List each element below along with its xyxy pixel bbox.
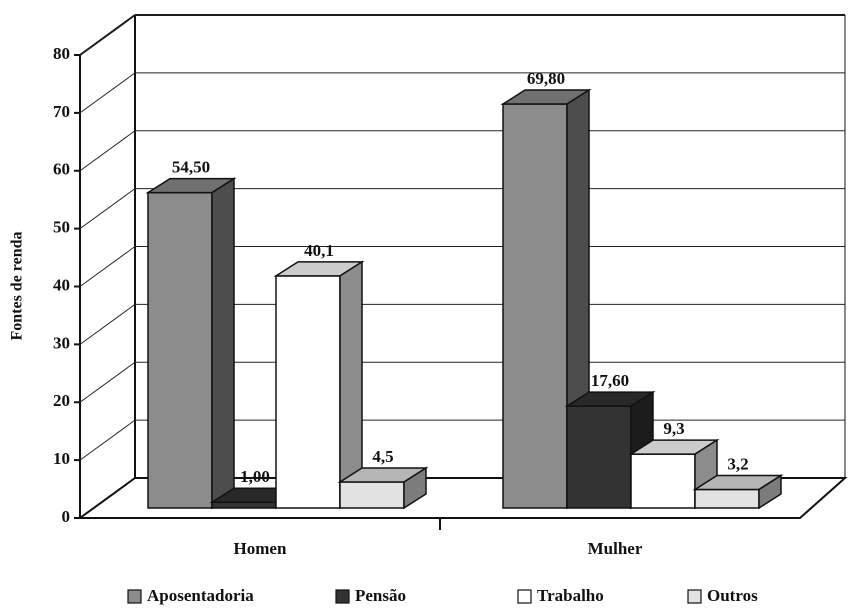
legend-swatch [517,589,532,604]
y-tick-label: 50 [53,218,70,237]
grid-line [79,361,136,403]
x-tick-label: Mulher [588,539,643,558]
y-tick-label: 10 [53,449,70,468]
y-tick-label: 0 [62,507,71,526]
legend-swatch [687,589,702,604]
bar [694,488,760,509]
grid-line [79,188,136,230]
legend-swatch [127,589,142,604]
grid-line [79,14,136,56]
y-tick-label: 30 [53,333,70,352]
y-tick-label: 40 [53,275,70,294]
y-axis-label: Fontes de renda [9,231,26,340]
value-label: 3,2 [727,454,748,473]
bar-side [403,466,427,510]
bar [566,405,632,509]
x-tick-label: Homen [234,539,287,558]
y-tick-label: 70 [53,102,70,121]
bar-side [211,177,235,510]
value-label: 69,80 [527,69,565,88]
bar [339,481,405,509]
value-label: 1,00 [240,467,270,486]
y-tick-label: 60 [53,160,70,179]
value-label: 4,5 [372,447,393,466]
value-label: 54,50 [172,157,210,176]
grid-line [79,72,136,114]
value-label: 9,3 [663,419,684,438]
bar [502,103,568,509]
grid-line [79,246,136,287]
y-tick-label: 80 [53,44,70,63]
legend-label: Trabalho [537,586,604,605]
legend-label: Aposentadoria [147,586,254,605]
bar-side [758,474,782,510]
grid-line [79,419,136,461]
legend-swatch [335,589,350,604]
bar [147,191,213,509]
legend-label: Pensão [355,586,406,605]
grid-line [79,130,136,172]
value-label: 17,60 [591,371,629,390]
bar [630,453,696,509]
bar [211,501,277,509]
y-tick-label: 20 [53,391,70,410]
legend-label: Outros [707,586,758,605]
grid-line [79,303,136,345]
bar [275,275,341,509]
value-label: 40,1 [304,241,334,260]
